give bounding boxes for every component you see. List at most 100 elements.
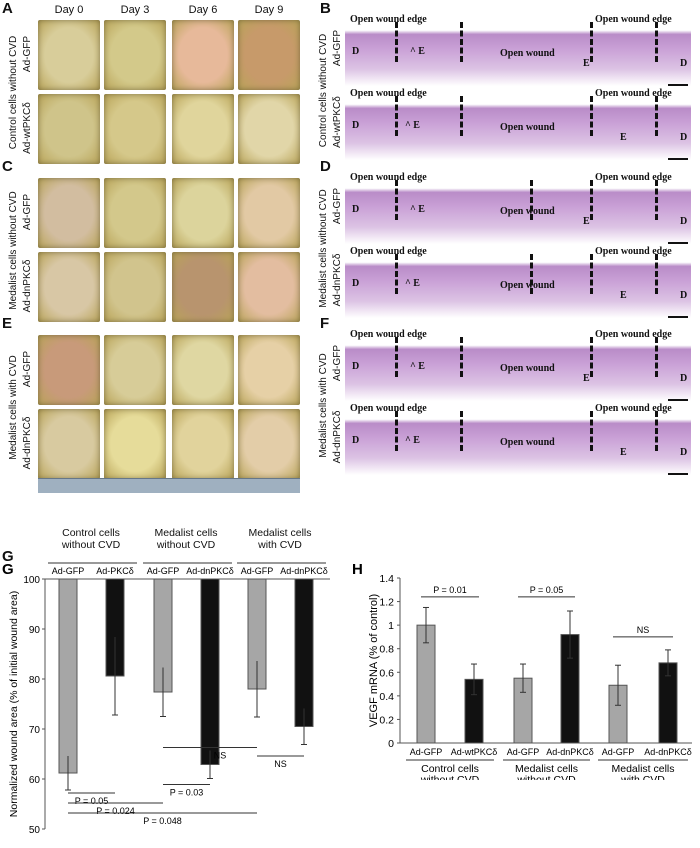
wound-edge-marker <box>395 22 398 62</box>
day-label: Day 9 <box>254 4 284 16</box>
bar <box>200 578 220 765</box>
row-label: Ad-dnPKCδ <box>22 259 33 313</box>
y-tick-label: 1.2 <box>379 597 394 609</box>
wound-photo <box>172 335 234 405</box>
scale-bar <box>668 84 688 86</box>
dermis-label: D <box>680 373 688 384</box>
epidermis-label: E <box>583 373 590 384</box>
wound-photo <box>238 409 300 479</box>
group-label: Medalist cells without CVD <box>318 189 329 308</box>
panel-label: A <box>2 0 13 17</box>
row-label: Ad-wtPKCδ <box>22 102 33 154</box>
wound-photo <box>172 20 234 90</box>
edge-label: Open wound edge <box>595 88 672 99</box>
wound-edge-marker <box>655 337 658 377</box>
wound-photo <box>38 252 100 322</box>
category-label: Ad-GFP <box>602 747 635 757</box>
row-label: Ad-wtPKCδ <box>332 96 343 148</box>
epidermis-label: E <box>583 58 590 69</box>
wound-label: Open wound <box>500 280 555 291</box>
dermis-label: D <box>352 361 360 372</box>
y-tick-label: 1.4 <box>379 573 394 585</box>
y-tick-label: 90 <box>29 625 41 636</box>
edge-label: Open wound edge <box>595 403 672 414</box>
wound-photo <box>238 94 300 164</box>
y-tick-label: 1 <box>388 620 394 632</box>
wound-label: Open wound <box>500 363 555 374</box>
wound-edge-marker <box>590 411 593 451</box>
epidermis-label: E <box>583 216 590 227</box>
y-tick-label: 50 <box>29 825 41 836</box>
dermis-label: D <box>680 447 688 458</box>
edge-label: Open wound edge <box>350 172 427 183</box>
group-label: with CVD <box>620 774 665 780</box>
dermis-label: D <box>680 58 688 69</box>
dermis-label: D <box>352 278 360 289</box>
bar <box>294 578 314 727</box>
dermis-label: D <box>680 290 688 301</box>
wound-label: Open wound <box>500 437 555 448</box>
dermis-label: D <box>352 204 360 215</box>
y-tick-label: 70 <box>29 725 41 736</box>
panel-label: G <box>2 561 14 578</box>
category-label: Ad-dnPKCδ <box>186 566 234 576</box>
y-axis-label: Normalized wound area (% of initial woun… <box>8 591 20 817</box>
scale-bar <box>668 242 688 244</box>
row-label: Ad-dnPKCδ <box>332 253 343 307</box>
wound-photo <box>238 335 300 405</box>
y-tick-label: 60 <box>29 775 41 786</box>
wound-label: Open wound <box>500 206 555 217</box>
significance-label: P = 0.048 <box>143 816 182 826</box>
epidermis-label: ^ E <box>410 204 425 215</box>
edge-label: Open wound edge <box>595 246 672 257</box>
epidermis-label: E <box>620 290 627 301</box>
category-label: Ad-wtPKCδ <box>451 747 498 757</box>
panel-label: E <box>2 315 13 332</box>
group-label: Medalist cells with CVD <box>318 353 329 458</box>
wound-photo <box>38 178 100 248</box>
significance-label: P = 0.01 <box>433 585 467 595</box>
scale-bar <box>668 473 688 475</box>
y-tick-label: 0.8 <box>379 644 394 656</box>
scale-bar <box>668 316 688 318</box>
wound-label: Open wound <box>500 122 555 133</box>
significance-label: NS <box>214 751 227 761</box>
wound-edge-marker <box>395 96 398 136</box>
y-tick-label: 0.6 <box>379 667 394 679</box>
ruler-scale <box>38 478 300 493</box>
panel-label: H <box>352 561 363 578</box>
epidermis-label: ^ E <box>410 46 425 57</box>
y-tick-label: 80 <box>29 675 41 686</box>
significance-label: P = 0.024 <box>96 806 135 816</box>
dermis-label: D <box>680 132 688 143</box>
dermis-label: D <box>680 216 688 227</box>
row-label: Ad-GFP <box>22 350 33 388</box>
wound-photo <box>238 178 300 248</box>
wound-photo <box>104 335 166 405</box>
wound-photo <box>238 252 300 322</box>
y-tick-label: 0.4 <box>379 691 394 703</box>
row-label: Ad-GFP <box>332 344 343 382</box>
wound-edge-marker <box>590 22 593 62</box>
edge-label: Open wound edge <box>350 246 427 257</box>
wound-edge-marker <box>655 411 658 451</box>
edge-label: Open wound edge <box>595 172 672 183</box>
edge-label: Open wound edge <box>350 403 427 414</box>
wound-edge-marker <box>655 96 658 136</box>
dermis-label: D <box>352 435 360 446</box>
row-label: Ad-GFP <box>332 29 343 67</box>
panel-label: F <box>320 315 330 332</box>
category-label: Ad-GFP <box>241 566 274 576</box>
wound-edge-marker <box>460 337 463 377</box>
epidermis-label: E <box>620 132 627 143</box>
epidermis-label: ^ E <box>410 361 425 372</box>
wound-photo <box>38 20 100 90</box>
significance-label: P = 0.03 <box>170 788 204 798</box>
row-label: Ad-GFP <box>22 35 33 73</box>
edge-label: Open wound edge <box>350 88 427 99</box>
dermis-label: D <box>352 120 360 131</box>
group-label: Control cells without CVD <box>318 33 329 148</box>
day-label: Day 6 <box>188 4 218 16</box>
wound-edge-marker <box>460 22 463 62</box>
